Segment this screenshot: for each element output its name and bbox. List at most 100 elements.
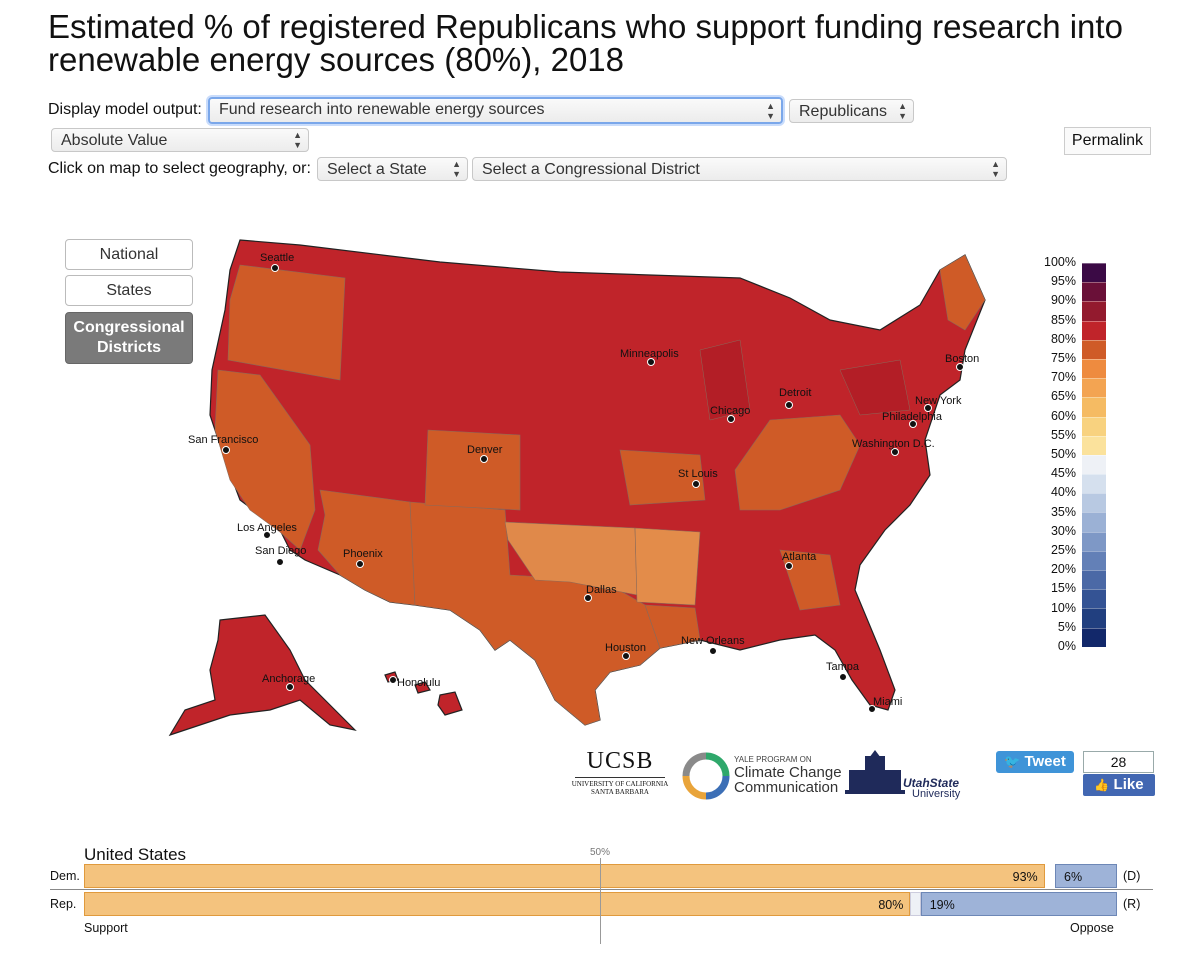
city-marker-miami xyxy=(868,705,876,713)
city-label-minneapolis: Minneapolis xyxy=(620,348,679,360)
model-select[interactable]: Fund research into renewable energy sour… xyxy=(208,97,783,124)
congressional-districts-button[interactable]: Congressional Districts xyxy=(65,312,193,364)
ucsb-logo: UCSB UNIVERSITY OF CALIFORNIA SANTA BARB… xyxy=(565,748,675,796)
party-select[interactable]: Republicans ▲ ▼ xyxy=(789,99,914,123)
city-marker-san-diego xyxy=(276,558,284,566)
legend-swatch xyxy=(1082,493,1106,513)
legend-tick-label: 60% xyxy=(1050,408,1076,423)
yale-small-text: YALE PROGRAM ON xyxy=(734,755,812,764)
dem-support-bar: 93% xyxy=(84,864,1045,888)
legend-swatch xyxy=(1082,570,1106,590)
geography-label: Click on map to select geography, or: xyxy=(48,160,311,177)
city-label-anchorage: Anchorage xyxy=(262,673,316,685)
legend-tick-label: 65% xyxy=(1050,389,1076,404)
city-marker-minneapolis xyxy=(647,358,655,366)
city-marker-seattle xyxy=(271,264,279,272)
us-map[interactable] xyxy=(140,210,1020,750)
district-select[interactable]: Select a Congressional District ▲ ▼ xyxy=(472,157,1007,181)
select-arrows-icon: ▲ ▼ xyxy=(452,159,461,179)
legend-tick-label: 80% xyxy=(1050,331,1076,346)
california-region xyxy=(214,369,316,551)
city-marker-washington-dc xyxy=(891,448,899,456)
dem-party-tag: (D) xyxy=(1123,869,1141,883)
legend-swatch xyxy=(1082,397,1106,417)
city-label-denver: Denver xyxy=(467,444,503,456)
city-marker-new-york xyxy=(924,404,932,412)
appalachia-region xyxy=(734,414,861,511)
legend-tick-label: 70% xyxy=(1050,370,1076,385)
louisiana-region xyxy=(644,604,701,649)
yale-main-text-2: Communication xyxy=(734,779,839,796)
legend-tick-label: 75% xyxy=(1050,351,1076,365)
city-marker-st-louis xyxy=(692,480,700,488)
ucsb-logo-sub2: SANTA BARBARA xyxy=(591,788,649,796)
utah-state-text-1: UtahState xyxy=(903,776,960,790)
city-label-boston: Boston xyxy=(945,353,980,365)
party-select-value: Republicans xyxy=(799,103,888,120)
value-select[interactable]: Absolute Value ▲ ▼ xyxy=(51,128,309,152)
legend-tick-label: 45% xyxy=(1050,466,1076,481)
city-marker-detroit xyxy=(785,401,793,409)
rep-support-bar: 80% xyxy=(84,892,911,916)
maine-region xyxy=(939,254,986,331)
dark-red-accent-2 xyxy=(839,359,911,416)
city-marker-phoenix xyxy=(356,560,364,568)
tweet-label: Tweet xyxy=(1024,753,1066,770)
alaska-shape xyxy=(168,614,357,737)
city-marker-boston xyxy=(956,363,964,371)
like-count-box: 28 xyxy=(1083,751,1154,773)
legend-tick-label: 10% xyxy=(1050,600,1076,615)
legend-swatch xyxy=(1082,531,1106,551)
national-button[interactable]: National xyxy=(65,239,193,270)
city-label-seattle: Seattle xyxy=(260,252,295,264)
legend-swatch xyxy=(1082,378,1106,398)
dark-red-accent-1 xyxy=(699,339,751,421)
legend-tick-label: 25% xyxy=(1050,543,1076,557)
district-select-value: Select a Congressional District xyxy=(482,161,700,178)
select-arrows-icon: ▲ ▼ xyxy=(991,159,1000,179)
tweet-button[interactable]: 🐦 Tweet xyxy=(996,751,1074,773)
city-label-houston: Houston xyxy=(605,642,646,654)
state-select[interactable]: Select a State ▲ ▼ xyxy=(317,157,468,181)
legend-swatch xyxy=(1082,263,1106,283)
ucsb-logo-sub1: UNIVERSITY OF CALIFORNIA xyxy=(571,780,669,788)
rep-oppose-bar: 19% xyxy=(920,892,1117,916)
legend-swatch xyxy=(1082,282,1106,302)
twitter-bird-icon: 🐦 xyxy=(1004,754,1021,769)
display-model-label: Display model output: xyxy=(48,101,202,118)
states-button[interactable]: States xyxy=(65,275,193,306)
legend-swatch xyxy=(1082,550,1106,570)
facebook-like-button[interactable]: 👍 Like xyxy=(1083,774,1155,796)
dem-oppose-bar: 6% xyxy=(1055,864,1117,888)
legend-swatch xyxy=(1082,454,1106,475)
hawaii-islands xyxy=(384,671,463,716)
permalink-button[interactable]: Permalink xyxy=(1064,127,1151,155)
model-select-value: Fund research into renewable energy sour… xyxy=(219,101,545,118)
city-label-san-diego: San Diego xyxy=(255,545,307,557)
city-label-miami: Miami xyxy=(873,696,903,708)
legend-tick-label: 40% xyxy=(1050,485,1076,500)
page-title: Estimated % of registered Republicans wh… xyxy=(48,8,1123,78)
legend-tick-label: 30% xyxy=(1050,523,1076,538)
legend-swatch xyxy=(1082,512,1106,532)
utah-state-text-2: University xyxy=(912,788,961,800)
state-select-value: Select a State xyxy=(327,161,427,178)
city-label-los-angeles: Los Angeles xyxy=(237,522,297,534)
legend-tick-label: 20% xyxy=(1050,562,1076,577)
arkansas-region xyxy=(634,527,701,606)
city-label-new-orleans: New Orleans xyxy=(681,635,745,647)
city-marker-new-orleans xyxy=(709,647,717,655)
legend-swatch xyxy=(1082,358,1106,379)
thumbs-up-icon: 👍 xyxy=(1094,778,1110,792)
legend-swatch xyxy=(1082,627,1106,647)
utah-state-building-icon xyxy=(845,750,905,794)
midline xyxy=(600,858,601,944)
city-marker-san-francisco xyxy=(222,446,230,454)
city-label-detroit: Detroit xyxy=(779,387,812,399)
city-marker-honolulu xyxy=(389,676,397,684)
legend-swatch xyxy=(1082,589,1106,609)
city-label-chicago: Chicago xyxy=(710,405,751,417)
city-label-atlanta: Atlanta xyxy=(782,551,817,563)
city-marker-dallas xyxy=(584,594,592,602)
yale-climate-logo-icon xyxy=(682,752,730,800)
